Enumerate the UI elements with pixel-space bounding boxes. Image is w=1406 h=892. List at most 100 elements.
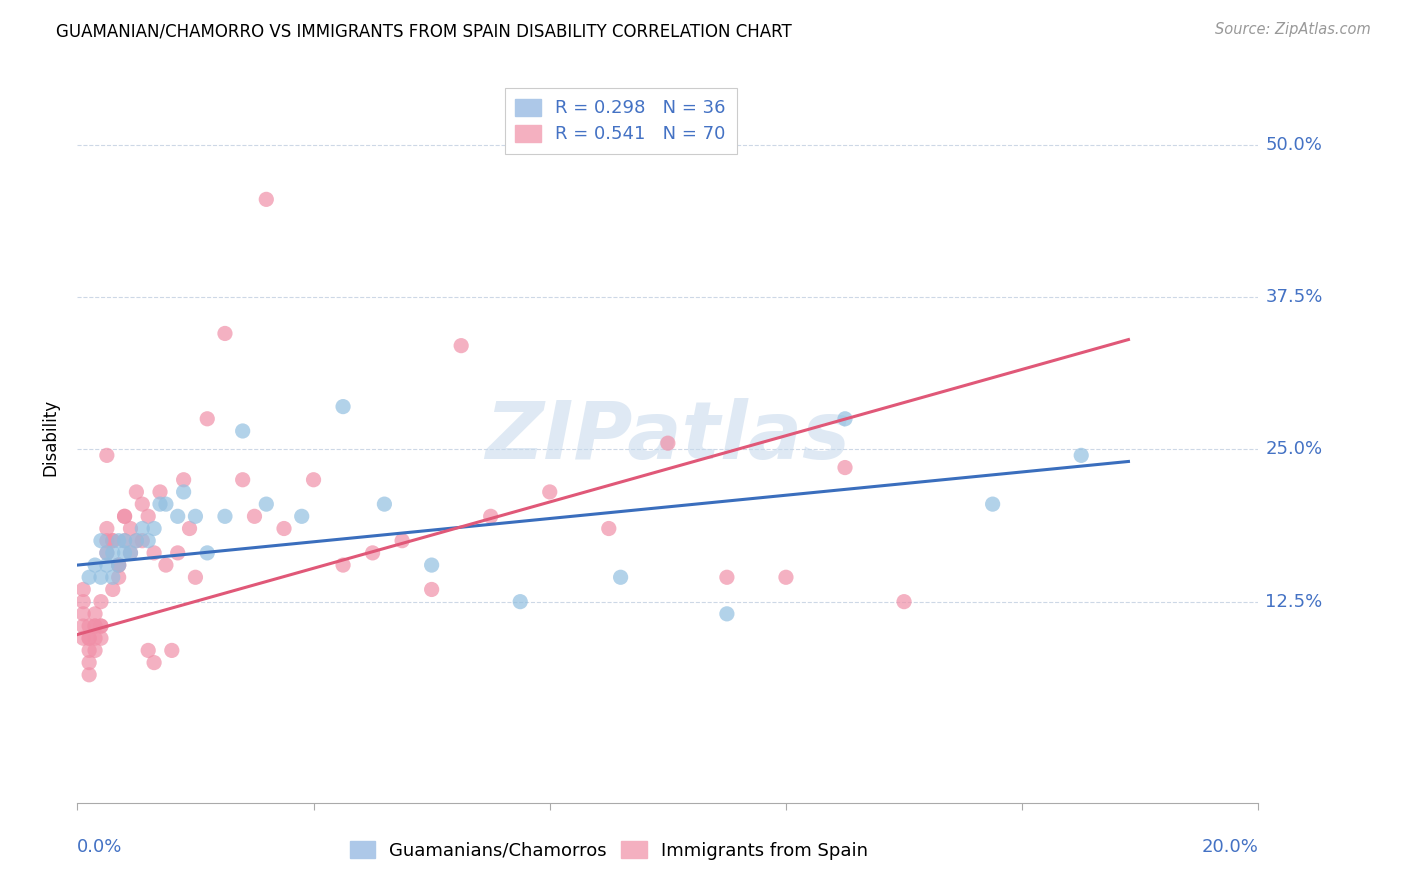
Point — [361, 546, 384, 560]
Point — [214, 326, 236, 341]
Point — [96, 533, 118, 548]
Point — [101, 533, 124, 548]
Point — [114, 509, 136, 524]
Point — [77, 570, 100, 584]
Point — [72, 632, 94, 646]
Point — [195, 412, 218, 426]
Point — [775, 570, 797, 584]
Point — [90, 594, 112, 608]
Text: 37.5%: 37.5% — [1265, 288, 1323, 306]
Point — [84, 607, 107, 621]
Point — [72, 582, 94, 597]
Text: Source: ZipAtlas.com: Source: ZipAtlas.com — [1215, 22, 1371, 37]
Point — [155, 558, 177, 573]
Point — [90, 619, 112, 633]
Point — [96, 546, 118, 560]
Point — [107, 558, 129, 573]
Point — [77, 632, 100, 646]
Point — [120, 521, 142, 535]
Point — [77, 632, 100, 646]
Point — [538, 485, 561, 500]
Point — [155, 497, 177, 511]
Legend: Guamanians/Chamorros, Immigrants from Spain: Guamanians/Chamorros, Immigrants from Sp… — [350, 841, 868, 860]
Point — [166, 509, 188, 524]
Point — [243, 509, 266, 524]
Point — [391, 533, 413, 548]
Text: ZIPatlas: ZIPatlas — [485, 398, 851, 476]
Point — [179, 521, 201, 535]
Point — [101, 546, 124, 560]
Point — [254, 497, 277, 511]
Point — [291, 509, 314, 524]
Point — [373, 497, 395, 511]
Point — [125, 533, 148, 548]
Point — [302, 473, 325, 487]
Point — [107, 558, 129, 573]
Point — [84, 632, 107, 646]
Point — [893, 594, 915, 608]
Text: 50.0%: 50.0% — [1265, 136, 1322, 153]
Point — [96, 449, 118, 463]
Point — [143, 521, 166, 535]
Point — [160, 643, 183, 657]
Point — [214, 509, 236, 524]
Point — [96, 558, 118, 573]
Point — [657, 436, 679, 450]
Point — [509, 594, 531, 608]
Point — [101, 570, 124, 584]
Point — [166, 546, 188, 560]
Point — [143, 546, 166, 560]
Point — [84, 643, 107, 657]
Point — [120, 546, 142, 560]
Point — [716, 570, 738, 584]
Point — [184, 509, 207, 524]
Point — [834, 412, 856, 426]
Point — [136, 643, 159, 657]
Point — [90, 632, 112, 646]
Point — [125, 533, 148, 548]
Text: 12.5%: 12.5% — [1265, 592, 1323, 611]
Point — [77, 656, 100, 670]
Point — [114, 546, 136, 560]
Point — [609, 570, 631, 584]
Point — [90, 619, 112, 633]
Point — [107, 533, 129, 548]
Point — [149, 485, 172, 500]
Point — [273, 521, 295, 535]
Point — [90, 570, 112, 584]
Point — [716, 607, 738, 621]
Point — [120, 546, 142, 560]
Point — [114, 533, 136, 548]
Point — [131, 521, 153, 535]
Text: 20.0%: 20.0% — [1202, 838, 1258, 856]
Point — [149, 497, 172, 511]
Text: GUAMANIAN/CHAMORRO VS IMMIGRANTS FROM SPAIN DISABILITY CORRELATION CHART: GUAMANIAN/CHAMORRO VS IMMIGRANTS FROM SP… — [56, 22, 792, 40]
Point — [114, 509, 136, 524]
Point — [332, 558, 354, 573]
Point — [72, 607, 94, 621]
Point — [136, 533, 159, 548]
Text: 25.0%: 25.0% — [1265, 441, 1323, 458]
Point — [232, 473, 254, 487]
Point — [96, 521, 118, 535]
Point — [173, 485, 195, 500]
Point — [101, 582, 124, 597]
Point — [332, 400, 354, 414]
Point — [125, 485, 148, 500]
Point — [131, 497, 153, 511]
Point — [90, 533, 112, 548]
Point — [84, 558, 107, 573]
Y-axis label: Disability: Disability — [41, 399, 59, 475]
Point — [107, 570, 129, 584]
Point — [77, 643, 100, 657]
Point — [84, 619, 107, 633]
Point — [136, 509, 159, 524]
Point — [195, 546, 218, 560]
Point — [101, 533, 124, 548]
Point — [131, 533, 153, 548]
Point — [420, 558, 443, 573]
Point — [72, 619, 94, 633]
Point — [77, 667, 100, 681]
Point — [450, 339, 472, 353]
Point — [598, 521, 620, 535]
